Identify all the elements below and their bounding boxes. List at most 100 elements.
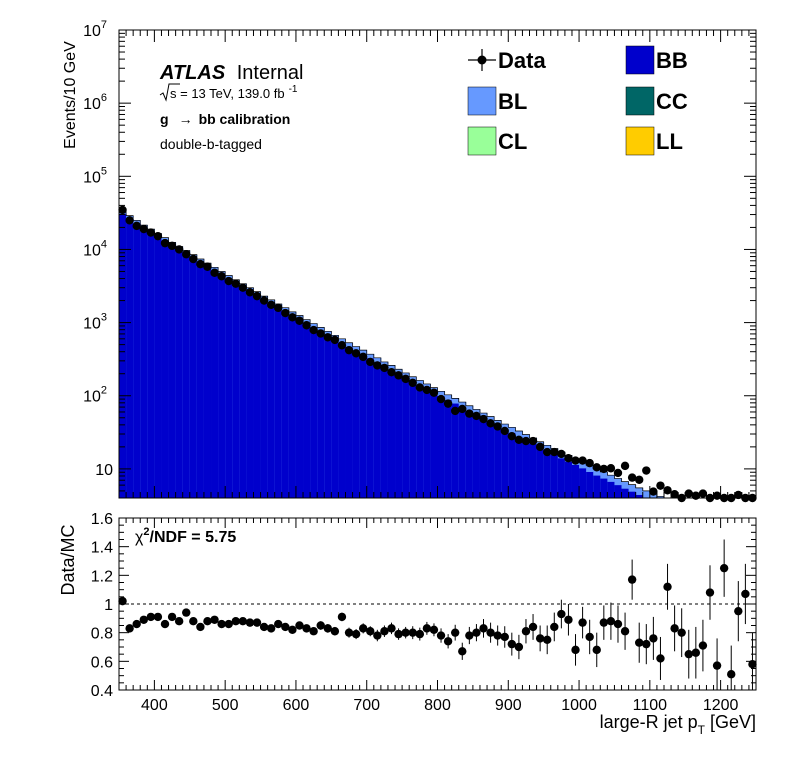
- bb-bar: [395, 373, 403, 498]
- ratio-point: [507, 639, 517, 649]
- ratio-point: [627, 575, 637, 584]
- ratio-point: [238, 617, 248, 626]
- bb-bar: [600, 478, 608, 498]
- data-point: [613, 468, 623, 478]
- ratio-point: [712, 661, 722, 670]
- bb-bar: [281, 311, 290, 498]
- stacked-histogram: [119, 210, 756, 499]
- main-plot-panel: 10 102 103 104 105 106 107 Events/10 GeV ATLAS…: [62, 19, 757, 503]
- legend: Data BB BL CC CL LL: [467, 45, 688, 156]
- bb-bar: [451, 403, 460, 498]
- data-point: [189, 254, 198, 264]
- ratio-plot-panel: 400 500 600 700 800 900 1000 1100 1200 0.4 0.6 0.8…: [58, 511, 757, 737]
- ratio-point: [691, 648, 701, 657]
- ratio-point: [514, 642, 524, 652]
- data-point: [139, 224, 148, 234]
- ratio-point: [677, 628, 686, 637]
- data-point: [458, 404, 467, 414]
- bb-bar: [430, 392, 438, 498]
- bb-bar: [564, 461, 573, 498]
- ratio-point: [224, 619, 233, 629]
- ratio-point: [727, 670, 736, 679]
- data-point: [295, 316, 304, 325]
- y-tick-label: 105: [83, 165, 107, 186]
- ratio-point: [429, 625, 439, 634]
- x-tick-label: 900: [495, 697, 522, 714]
- ratio-point: [288, 625, 297, 634]
- ratio-point: [698, 641, 708, 650]
- ratio-point: [493, 631, 502, 640]
- ratio-y-tick-label: 1.4: [91, 540, 113, 557]
- bb-bar: [437, 396, 446, 498]
- ratio-point: [458, 647, 467, 656]
- data-point: [351, 349, 361, 358]
- bb-bar: [628, 491, 637, 498]
- data-point: [217, 272, 226, 281]
- data-point: [642, 466, 651, 475]
- data-point: [649, 487, 658, 496]
- ratio-point: [125, 624, 134, 633]
- ratio-point: [252, 618, 262, 627]
- ratio-point: [309, 627, 318, 636]
- data-point: [557, 449, 566, 459]
- data-point: [401, 374, 410, 384]
- bb-bar: [239, 287, 247, 498]
- ratio-point: [705, 588, 715, 597]
- ratio-point: [500, 632, 509, 642]
- data-point: [620, 461, 630, 471]
- data-point: [486, 419, 495, 428]
- bb-bar: [614, 485, 623, 498]
- ratio-point: [571, 645, 580, 655]
- ratio-point: [663, 582, 672, 591]
- data-point: [203, 262, 212, 271]
- ratio-points: [118, 539, 757, 690]
- data-point: [500, 426, 509, 436]
- data-point: [231, 279, 240, 288]
- data-point: [274, 303, 283, 313]
- bb-bar: [416, 385, 424, 498]
- data-point: [182, 250, 191, 259]
- bb-bar: [246, 291, 254, 498]
- legend-swatch-bb: [625, 45, 655, 75]
- ratio-point: [741, 589, 750, 599]
- data-point: [281, 308, 290, 318]
- ratio-point: [472, 628, 481, 637]
- data-point: [245, 288, 255, 297]
- main-x-ticks: [118, 30, 757, 498]
- ratio-point: [415, 629, 425, 639]
- ratio-point: [189, 617, 198, 626]
- ratio-point: [613, 619, 623, 629]
- bb-bar: [423, 388, 431, 498]
- bb-bar: [373, 362, 382, 498]
- bb-bar: [274, 307, 283, 498]
- data-point: [174, 245, 184, 254]
- ratio-point: [408, 628, 417, 637]
- data-point: [564, 454, 573, 463]
- legend-swatch-bl: [467, 86, 497, 116]
- main-y-axis-label: Events/10 GeV: [62, 41, 79, 149]
- ratio-x-ticks: 400 500 600 700 800 900 1000 1100 1200: [118, 518, 757, 714]
- ratio-point: [358, 624, 368, 633]
- bb-bar: [338, 342, 346, 498]
- ratio-y-tick-label: 0.8: [91, 626, 113, 643]
- bb-bar: [635, 494, 644, 498]
- ratio-point: [231, 617, 240, 626]
- ratio-point: [394, 629, 403, 639]
- bb-bar: [487, 422, 495, 498]
- x-tick-label: 700: [353, 697, 380, 714]
- ratio-y-ticks: 0.4 0.6 0.8 1 1.2 1.4 1.6: [91, 511, 756, 700]
- bb-bar: [161, 240, 170, 498]
- ratio-y-axis-label: Data/MC: [58, 524, 78, 595]
- ratio-y-tick-label: 1.2: [91, 568, 113, 585]
- bb-bar: [126, 218, 134, 498]
- ratio-point: [160, 619, 170, 629]
- data-point: [550, 447, 559, 457]
- ratio-point: [139, 615, 148, 624]
- ratio-point: [656, 654, 665, 663]
- data-point: [528, 436, 538, 446]
- bl-bar: [642, 490, 651, 498]
- ratio-point: [330, 627, 340, 636]
- data-point: [387, 367, 396, 377]
- data-point: [337, 341, 347, 350]
- ratio-point: [585, 632, 594, 642]
